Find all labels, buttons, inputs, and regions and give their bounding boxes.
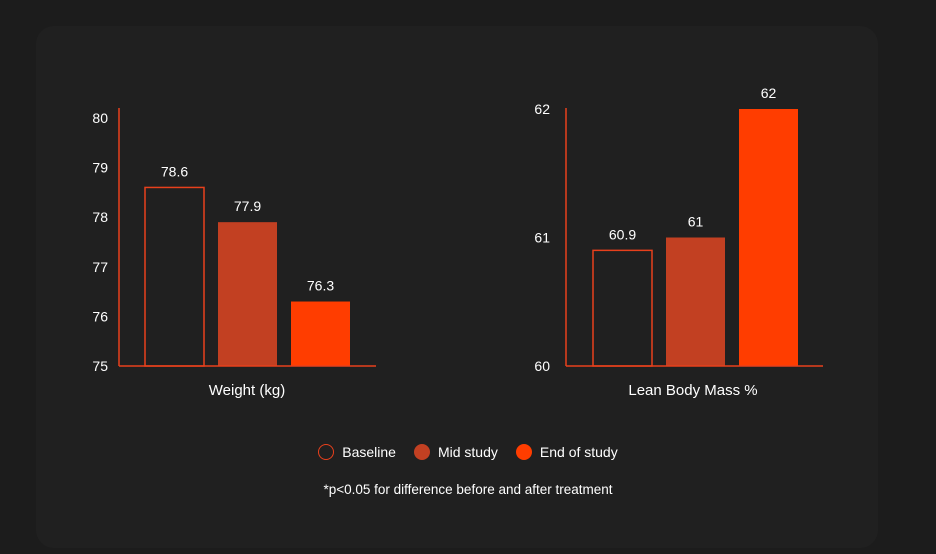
footnote: *p<0.05 for difference before and after … — [323, 482, 613, 497]
x-axis-label: Lean Body Mass % — [628, 382, 757, 399]
bar-baseline — [592, 249, 653, 367]
legend-item-baseline: Baseline — [318, 444, 396, 460]
bar-end-of-study — [291, 301, 350, 366]
y-tick-label: 79 — [92, 160, 108, 176]
legend-item-mid-study: Mid study — [413, 444, 498, 460]
legend: Baseline Mid study End of study — [0, 444, 936, 460]
data-label: 62 — [761, 85, 777, 101]
y-tick-label: 60 — [534, 358, 550, 374]
y-tick-label: 76 — [92, 308, 108, 324]
bar-mid-study — [218, 222, 277, 366]
data-label: 78.6 — [161, 163, 188, 179]
legend-label-baseline: Baseline — [342, 444, 396, 460]
y-tick-label: 75 — [92, 358, 108, 374]
legend-swatch-mid-study — [413, 444, 430, 460]
legend-label-end-of-study: End of study — [539, 444, 618, 460]
bar-end-of-study — [739, 109, 798, 366]
bar-baseline — [144, 186, 205, 367]
y-tick-label: 77 — [92, 259, 108, 275]
legend-label-mid-study: Mid study — [437, 444, 498, 460]
data-label: 60.9 — [609, 226, 636, 242]
data-label: 76.3 — [307, 278, 334, 294]
legend-swatch-baseline — [318, 444, 335, 460]
x-axis-label: Weight (kg) — [209, 382, 285, 399]
y-tick-label: 61 — [534, 230, 550, 246]
data-label: 77.9 — [234, 198, 261, 214]
y-tick-label: 78 — [92, 209, 108, 225]
y-tick-label: 80 — [92, 110, 108, 126]
legend-swatch-end-of-study — [515, 444, 532, 460]
y-tick-label: 62 — [534, 101, 550, 117]
data-label: 61 — [688, 214, 704, 230]
bar-mid-study — [666, 237, 725, 366]
legend-item-end-of-study: End of study — [515, 444, 618, 460]
chart-card — [36, 26, 878, 548]
